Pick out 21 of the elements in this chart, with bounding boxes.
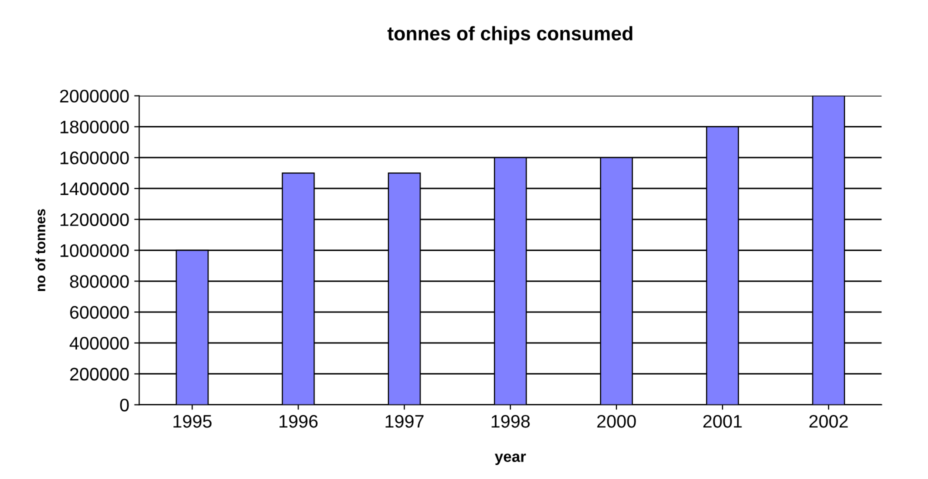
chart-title: tonnes of chips consumed — [387, 26, 632, 44]
y-tick-label: 1200000 — [60, 213, 129, 226]
x-tick-label: 2002 — [809, 414, 848, 428]
y-tick-label: 800000 — [70, 275, 129, 288]
x-tick-label: 2001 — [703, 414, 742, 428]
y-tick-label: 600000 — [70, 306, 129, 319]
x-tick-label: 1996 — [280, 414, 318, 428]
y-tick-label: 2000000 — [60, 90, 129, 103]
y-tick-label: 1600000 — [60, 152, 129, 164]
x-tick-label: 1997 — [386, 414, 424, 428]
x-axis-title: year — [494, 454, 526, 465]
y-tick-label: 400000 — [70, 336, 129, 350]
y-tick-label: 1400000 — [60, 182, 129, 196]
y-tick-label: 200000 — [70, 368, 129, 381]
y-axis-title: no of tonnes — [35, 209, 46, 292]
x-tick-label: 1998 — [492, 414, 530, 428]
y-tick-label: 0 — [120, 398, 129, 412]
x-tick-label: 2000 — [597, 414, 636, 428]
x-tick-label: 1995 — [174, 414, 212, 428]
y-tick-label: 1000000 — [60, 244, 129, 257]
y-tick-label: 1800000 — [60, 120, 129, 134]
